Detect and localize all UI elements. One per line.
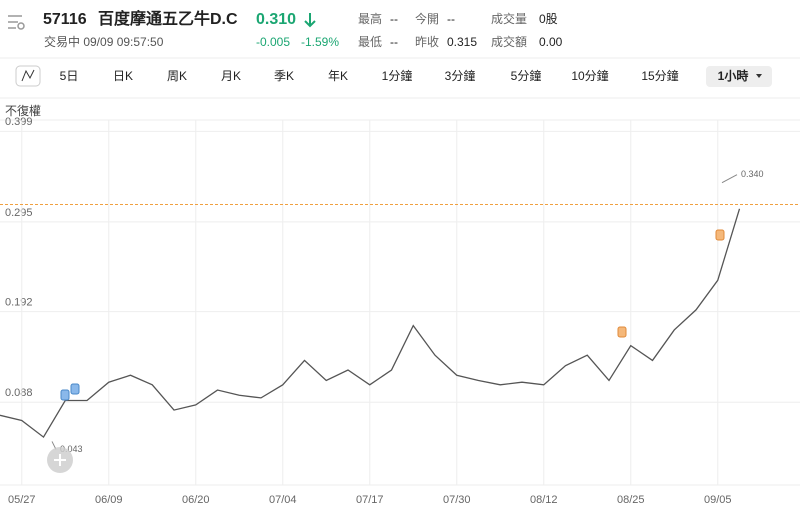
stat-label: 成交量 xyxy=(491,11,527,26)
y-tick-label: 0.295 xyxy=(5,207,33,219)
stock-name: 百度摩通五乙牛D.C xyxy=(98,9,238,28)
stat-value: 0.00 xyxy=(539,35,563,49)
chart-type-button[interactable] xyxy=(15,65,41,87)
event-markers xyxy=(60,229,725,401)
status: 交易中 09/09 09:57:50 xyxy=(44,34,164,49)
stock-code: 57116 xyxy=(43,11,87,28)
x-tick-label: 09/05 xyxy=(704,494,732,506)
x-tick-label: 07/17 xyxy=(356,494,384,506)
tab-selected-bg xyxy=(706,66,772,87)
stat-label: 今開 xyxy=(415,11,439,26)
change: -0.005 xyxy=(256,35,290,49)
stat-value: 0股 xyxy=(539,12,558,26)
stat-value: -- xyxy=(390,12,398,26)
menu-icon[interactable] xyxy=(8,15,25,30)
tab[interactable]: 15分鐘 xyxy=(641,68,678,83)
change-pct: -1.59% xyxy=(301,35,339,49)
tab[interactable]: 5日 xyxy=(60,69,79,83)
stat-value: -- xyxy=(390,35,398,49)
y-tick-label: 0.399 xyxy=(5,116,33,128)
stat-label: 成交額 xyxy=(491,34,527,49)
tab[interactable]: 10分鐘 xyxy=(571,68,608,83)
stat-label: 最高 xyxy=(358,11,382,26)
x-tick-label: 07/04 xyxy=(269,494,297,506)
tab[interactable]: 年K xyxy=(328,69,348,83)
annotation: 0.043 xyxy=(60,444,83,454)
tab[interactable]: 3分鐘 xyxy=(445,68,476,83)
price: 0.310 xyxy=(256,11,296,28)
tab[interactable]: 季K xyxy=(274,69,294,83)
y-tick-label: 0.088 xyxy=(5,387,33,399)
x-tick-label: 07/30 xyxy=(443,494,471,506)
tab[interactable]: 1分鐘 xyxy=(382,68,413,83)
dropdown-caret xyxy=(756,74,762,78)
stat-label: 最低 xyxy=(358,35,382,49)
stat-value: 0.315 xyxy=(447,35,477,49)
down-arrow xyxy=(304,13,316,28)
tab[interactable]: 日K xyxy=(113,69,133,83)
y-tick-label: 0.192 xyxy=(5,297,33,309)
stat-label: 昨收 xyxy=(415,35,439,49)
annotation-leader xyxy=(721,174,738,184)
tab[interactable]: 月K xyxy=(221,69,241,83)
x-tick-label: 08/12 xyxy=(530,494,558,506)
stat-value: -- xyxy=(447,12,455,26)
tab[interactable]: 5分鐘 xyxy=(511,68,542,83)
annotation: 0.340 xyxy=(741,169,764,179)
x-tick-label: 06/20 xyxy=(182,494,210,506)
x-tick-label: 05/27 xyxy=(8,494,36,506)
x-tick-label: 08/25 xyxy=(617,494,645,506)
adjust-label: 不復權 xyxy=(5,103,41,118)
add-button[interactable] xyxy=(47,447,73,473)
tab[interactable]: 周K xyxy=(167,69,187,83)
x-tick-label: 06/09 xyxy=(95,494,123,506)
chart-type-icon xyxy=(21,69,35,82)
tab[interactable]: 1小時 xyxy=(718,68,749,83)
price-line xyxy=(0,208,741,439)
